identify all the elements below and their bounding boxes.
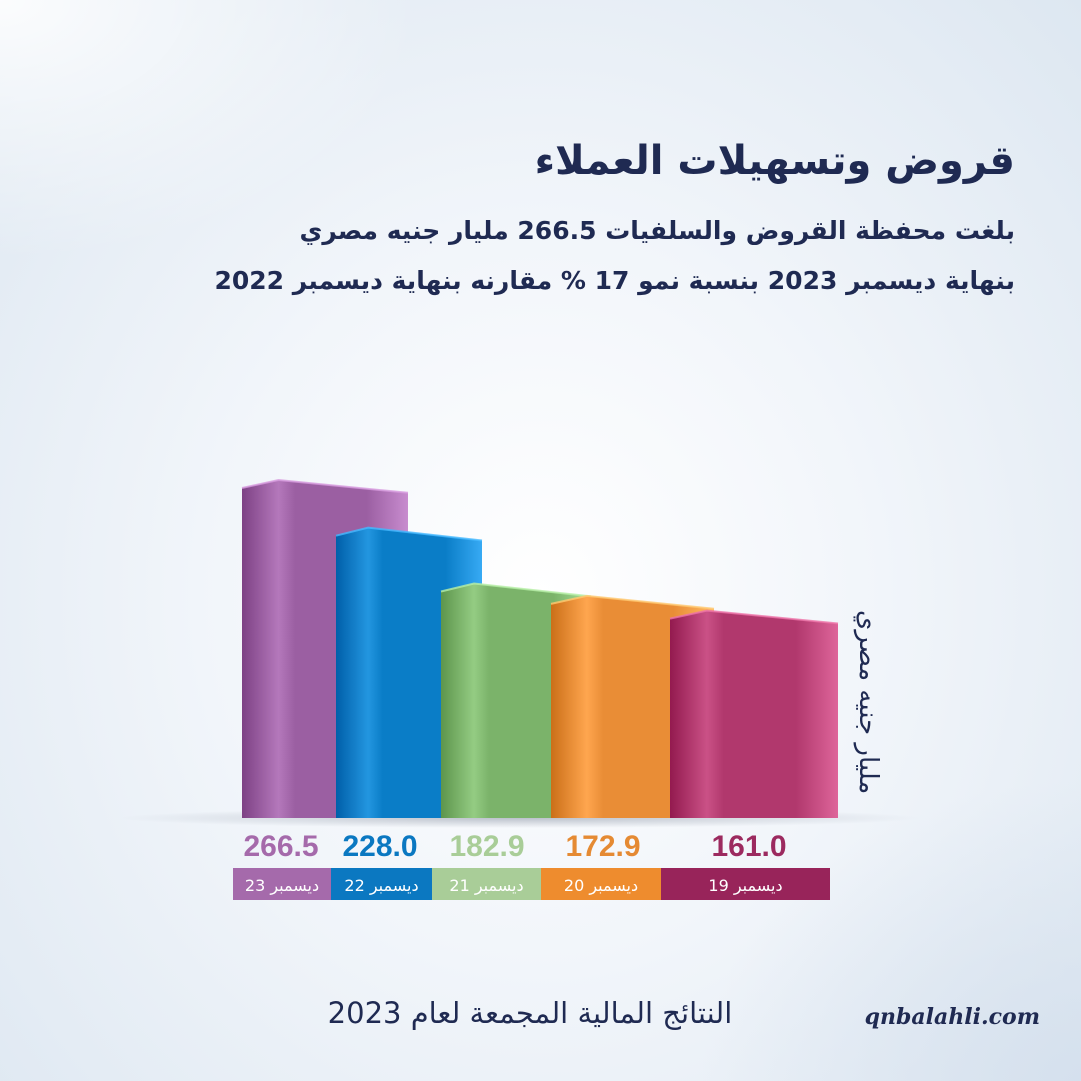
- website-link[interactable]: qnbalahli.com: [864, 1004, 1040, 1030]
- bar-top-edge: [669, 609, 839, 625]
- value-label: 266.5: [243, 830, 318, 863]
- category-label: ديسمبر 21: [449, 876, 523, 896]
- category-label: ديسمبر 23: [245, 876, 319, 896]
- category-label: ديسمبر 22: [344, 876, 418, 896]
- value-label: 172.9: [565, 830, 640, 863]
- category-box: [331, 868, 432, 900]
- category-box: [432, 868, 541, 900]
- bar-top-edge: [335, 526, 483, 542]
- subtitle-line-2: بنهاية ديسمبر 2023 بنسبة نمو 17 % مقارنه…: [214, 266, 1015, 295]
- results-caption: النتائج المالية المجمعة لعام 2023: [327, 996, 733, 1030]
- value-label: 228.0: [342, 830, 417, 863]
- category-label: ديسمبر 20: [564, 876, 638, 896]
- header: قروض وتسهيلات العملاء بلغت محفظة القروض …: [115, 130, 1015, 306]
- category-label: ديسمبر 19: [708, 876, 782, 896]
- unit-label: مليار جنيه مصري: [853, 609, 883, 795]
- page-title: قروض وتسهيلات العملاء: [534, 138, 1015, 184]
- subtitle-line-1: بلغت محفظة القروض والسلفيات 266.5 مليار …: [299, 216, 1015, 245]
- category-box: [541, 868, 661, 900]
- category-box: [661, 868, 830, 900]
- value-label: 182.9: [449, 830, 524, 863]
- page-subtitle: بلغت محفظة القروض والسلفيات 266.5 مليار …: [115, 206, 1015, 306]
- bar-top-edge: [241, 478, 409, 494]
- bar-top-edge: [440, 582, 592, 598]
- category-box: [233, 868, 331, 900]
- bar-top-edge: [550, 594, 715, 610]
- bar-body: [670, 610, 838, 818]
- value-label: 161.0: [711, 830, 786, 863]
- bar-5: [669, 609, 839, 818]
